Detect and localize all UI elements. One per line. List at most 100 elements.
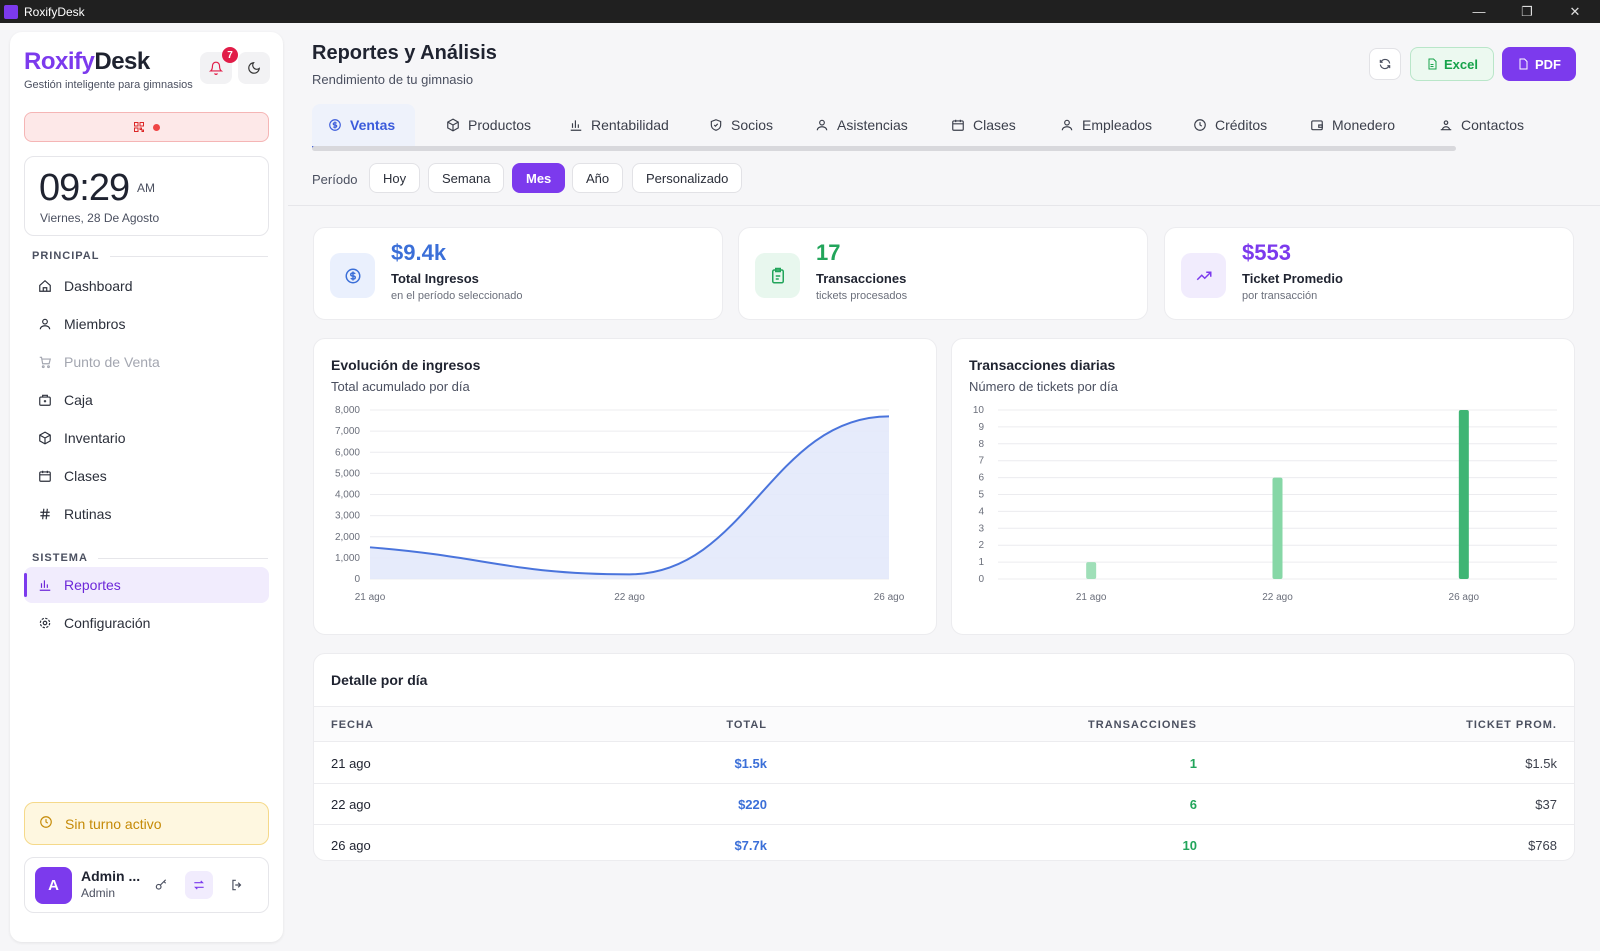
dollar-icon [329,119,341,131]
shield-icon [710,119,722,131]
close-button[interactable]: ✕ [1569,3,1581,19]
period-label: Período [312,172,358,187]
tab-empleados[interactable]: Empleados [1044,104,1168,146]
column-header: TRANSACCIONES [1088,719,1197,731]
user-card: A Admin ... Admin [24,857,269,913]
users-icon [38,317,52,331]
sidebar-item-dashboard[interactable]: Dashboard [24,268,269,304]
users-icon [816,119,828,131]
x-tick-label: 21 ago [355,592,386,603]
switch-user-button[interactable] [185,871,213,899]
y-tick-label: 3,000 [335,511,360,522]
sidebar-item-punto-de-venta[interactable]: Punto de Venta [24,344,269,380]
qr-icon [134,122,144,132]
bar [1086,562,1097,579]
sidebar-item-caja[interactable]: Caja [24,382,269,418]
notifications-button[interactable]: 7 [200,47,238,84]
table-row[interactable]: 21 ago $1.5k 1 $1.5k [314,743,1574,784]
sidebar-item-rutinas[interactable]: Rutinas [24,496,269,532]
cell-date: 26 ago [331,838,371,853]
kpi-value: 17 [816,240,841,265]
transactions-chart-card: Transacciones diarias Número de tickets … [951,338,1575,635]
cell-date: 22 ago [331,797,371,812]
file-icon [1519,58,1528,70]
dollar-icon [330,253,375,298]
cell-total: $220 [738,797,767,812]
window-title: RoxifyDesk [24,4,85,19]
period-ano-button[interactable]: Año [572,163,624,193]
y-tick-label: 1 [978,557,984,568]
tab-productos[interactable]: Productos [430,104,547,146]
tab-clases[interactable]: Clases [935,104,1032,146]
column-header: TICKET PROM. [1466,719,1557,731]
y-tick-label: 1,000 [335,553,360,564]
brand-tagline: Gestión inteligente para gimnasios [24,79,193,91]
change-password-button[interactable] [147,871,175,899]
user-role: Admin [81,886,116,900]
y-tick-label: 6,000 [335,447,360,458]
sidebar-item-reportes[interactable]: Reportes [24,567,269,603]
y-tick-label: 7,000 [335,426,360,437]
logout-icon [232,879,242,891]
minimize-button[interactable]: — [1472,4,1486,19]
tab-creditos[interactable]: Créditos [1177,104,1283,146]
section-label-sistema: SISTEMA [32,552,88,564]
kpi-value: $553 [1242,240,1291,265]
trending-up-icon [1181,253,1226,298]
moon-icon [248,62,260,74]
sidebar-item-clases[interactable]: Clases [24,458,269,494]
tab-socios[interactable]: Socios [693,104,789,146]
avatar: A [35,867,72,904]
tab-rentabilidad[interactable]: Rentabilidad [553,104,685,146]
maximize-button[interactable]: ❐ [1521,3,1533,19]
period-personalizado-button[interactable]: Personalizado [632,163,743,193]
theme-toggle-button[interactable] [238,52,270,84]
qr-scanner-status[interactable] [24,112,269,142]
y-tick-label: 0 [978,574,984,585]
sidebar-item-inventario[interactable]: Inventario [24,420,269,456]
logout-button[interactable] [223,871,251,899]
kpi-card-transacciones: 17 Transacciones tickets procesados [738,227,1148,320]
y-tick-label: 4,000 [335,490,360,501]
tab-ventas[interactable]: Ventas [312,104,415,148]
page-subtitle: Rendimiento de tu gimnasio [312,72,474,87]
cell-transactions: 6 [1189,797,1197,812]
table-header: FECHA TOTAL TRANSACCIONES TICKET PROM. [314,706,1574,742]
shift-status-card[interactable]: Sin turno activo [24,802,269,845]
chart-subtitle: Número de tickets por día [969,379,1118,394]
y-tick-label: 2 [978,540,984,551]
divider [288,205,1600,206]
y-tick-label: 5,000 [335,468,360,479]
table-row[interactable]: 26 ago $7.7k 10 $768 [314,825,1574,866]
period-mes-button[interactable]: Mes [512,163,566,193]
table-row[interactable]: 22 ago $220 6 $37 [314,784,1574,825]
export-pdf-button[interactable]: PDF [1502,47,1576,81]
tabs-scrollbar[interactable] [312,146,1456,151]
x-tick-label: 22 ago [614,592,645,603]
kpi-value: $9.4k [391,240,447,265]
column-header: FECHA [331,719,374,731]
clock-time: 09:29 [39,167,130,209]
kpi-description: tickets procesados [816,290,908,302]
bar [1272,477,1283,579]
divider [110,256,268,257]
calendar-icon [38,469,52,483]
period-hoy-button[interactable]: Hoy [369,163,421,193]
chart-subtitle: Total acumulado por día [331,379,470,394]
sidebar-item-configuracion[interactable]: Configuración [24,605,269,641]
box-icon [38,431,52,445]
tab-contactos[interactable]: Contactos [1423,104,1540,146]
swap-icon [194,880,204,890]
period-semana-button[interactable]: Semana [428,163,505,193]
sidebar-item-miembros[interactable]: Miembros [24,306,269,342]
tab-asistencias[interactable]: Asistencias [799,104,924,146]
clock-ampm: AM [137,181,155,195]
tab-monedero[interactable]: Monedero [1294,104,1411,146]
refresh-button[interactable] [1369,48,1401,80]
cashbox-icon [38,393,52,407]
area-fill [370,416,889,579]
kpi-label: Transacciones [816,271,907,286]
cell-ticket: $768 [1528,838,1557,853]
y-tick-label: 3 [978,523,984,534]
export-excel-button[interactable]: Excel [1410,47,1494,81]
